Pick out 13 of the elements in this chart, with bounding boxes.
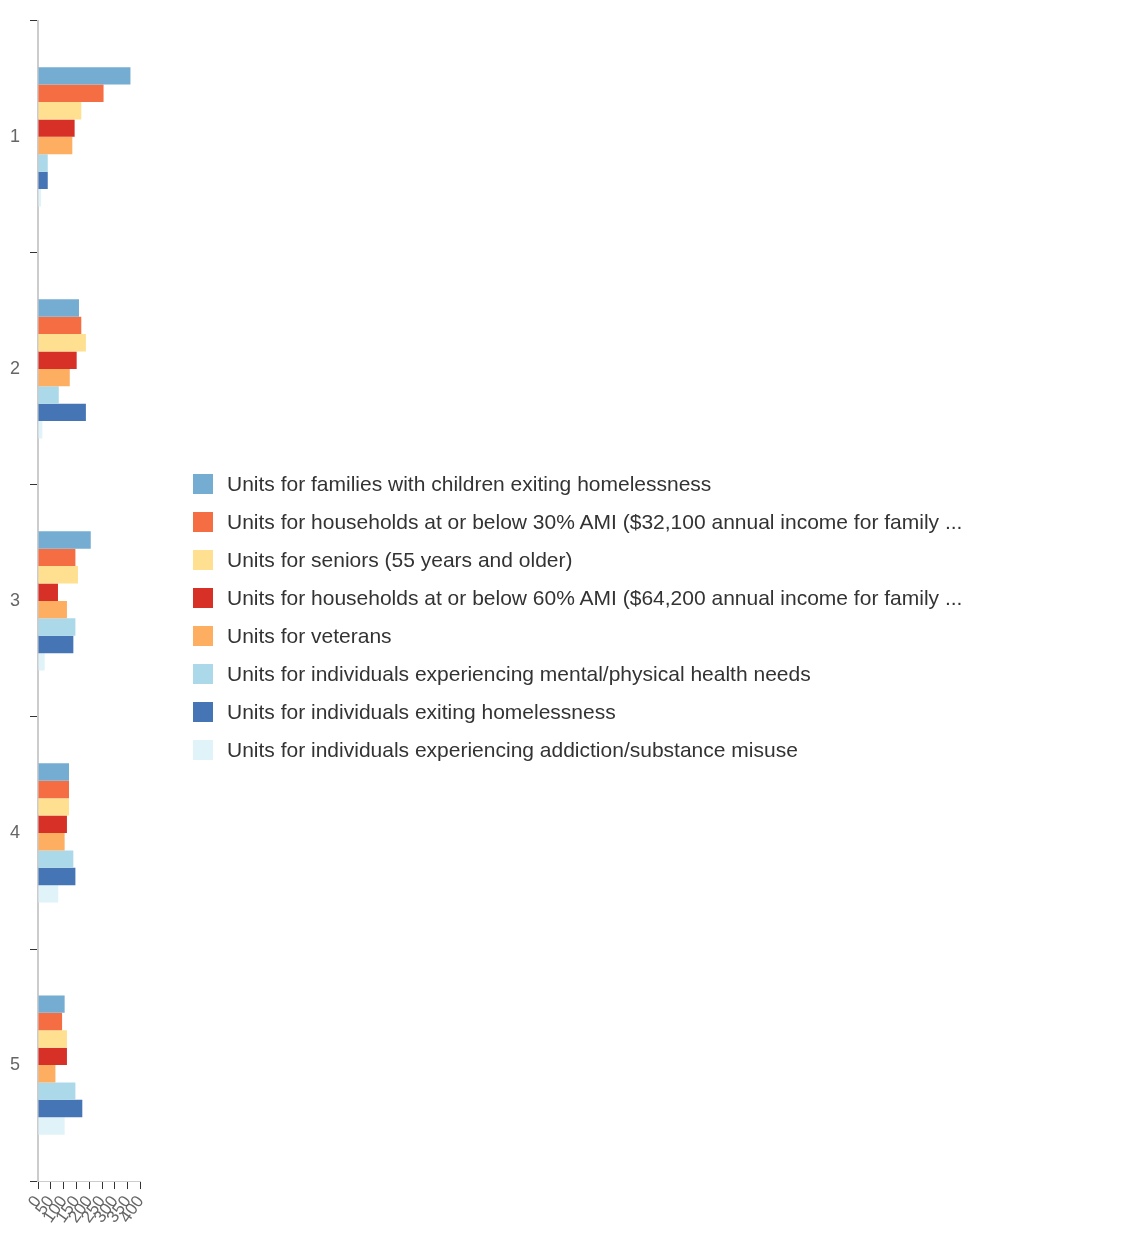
legend-label: Units for seniors (55 years and older) [227,548,573,572]
y-tick-label: 2 [10,357,21,378]
y-tick-label: 5 [10,1054,21,1074]
legend-label: Units for households at or below 30% AMI ($32,100 annual income for family ... [227,510,963,534]
legend-label: Units for veterans [227,624,392,648]
y-tick-label: 3 [10,589,21,610]
legend-label: Units for families with children exiting homelessness [227,472,712,496]
legend-label: Units for individuals experiencing mental/physical health needs [227,662,811,686]
legend-label: Units for individuals experiencing addiction/substance misuse [227,738,798,762]
y-tick-label: 1 [10,125,21,146]
legend-label: Units for households at or below 60% AMI ($64,200 annual income for family ... [227,586,963,610]
legend-label: Units for individuals exiting homelessness [227,700,616,724]
y-tick-label: 4 [10,821,21,842]
